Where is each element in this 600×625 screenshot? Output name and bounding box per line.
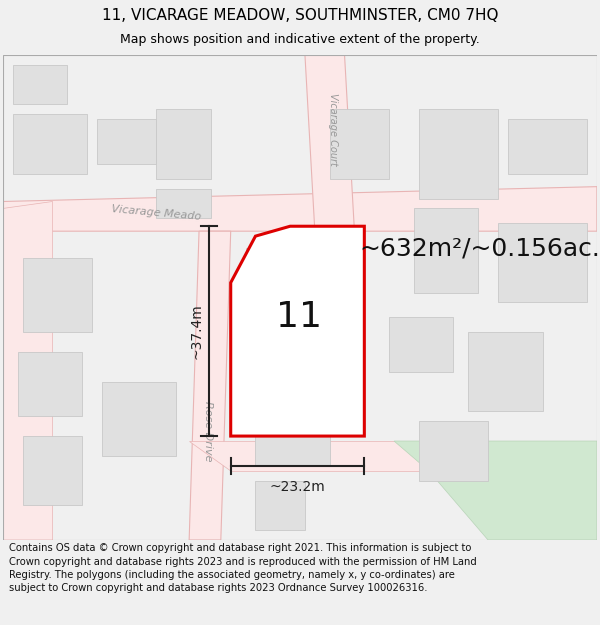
Polygon shape <box>256 406 329 466</box>
Polygon shape <box>102 382 176 456</box>
Polygon shape <box>157 109 211 179</box>
Polygon shape <box>248 282 329 362</box>
Polygon shape <box>13 65 67 104</box>
Text: 11: 11 <box>276 300 322 334</box>
Polygon shape <box>256 253 310 318</box>
Text: Vicarage Meado: Vicarage Meado <box>111 204 202 222</box>
Polygon shape <box>394 441 597 540</box>
Polygon shape <box>23 436 82 506</box>
Text: ~23.2m: ~23.2m <box>269 479 325 494</box>
Text: ~632m²/~0.156ac.: ~632m²/~0.156ac. <box>359 236 600 260</box>
Polygon shape <box>329 109 389 179</box>
Polygon shape <box>3 187 597 231</box>
Text: Map shows position and indicative extent of the property.: Map shows position and indicative extent… <box>120 33 480 46</box>
Polygon shape <box>419 109 498 199</box>
Polygon shape <box>189 441 597 471</box>
Text: Contains OS data © Crown copyright and database right 2021. This information is : Contains OS data © Crown copyright and d… <box>9 543 477 593</box>
Polygon shape <box>231 226 364 436</box>
Polygon shape <box>245 248 310 312</box>
Text: ~37.4m: ~37.4m <box>190 303 204 359</box>
Polygon shape <box>3 201 53 540</box>
Polygon shape <box>508 119 587 174</box>
Polygon shape <box>13 114 87 174</box>
Polygon shape <box>389 318 454 372</box>
Text: 11, VICARAGE MEADOW, SOUTHMINSTER, CM0 7HQ: 11, VICARAGE MEADOW, SOUTHMINSTER, CM0 7… <box>102 8 498 23</box>
Text: Rose Drive: Rose Drive <box>203 401 213 461</box>
Polygon shape <box>498 223 587 302</box>
Polygon shape <box>157 189 211 218</box>
Polygon shape <box>18 352 82 416</box>
Polygon shape <box>414 208 478 292</box>
Text: Vicarage Court: Vicarage Court <box>328 92 338 166</box>
Polygon shape <box>468 332 542 411</box>
Polygon shape <box>256 481 305 530</box>
Polygon shape <box>419 421 488 481</box>
Polygon shape <box>23 258 92 332</box>
Polygon shape <box>189 231 231 540</box>
Polygon shape <box>305 55 355 231</box>
Polygon shape <box>97 119 157 164</box>
